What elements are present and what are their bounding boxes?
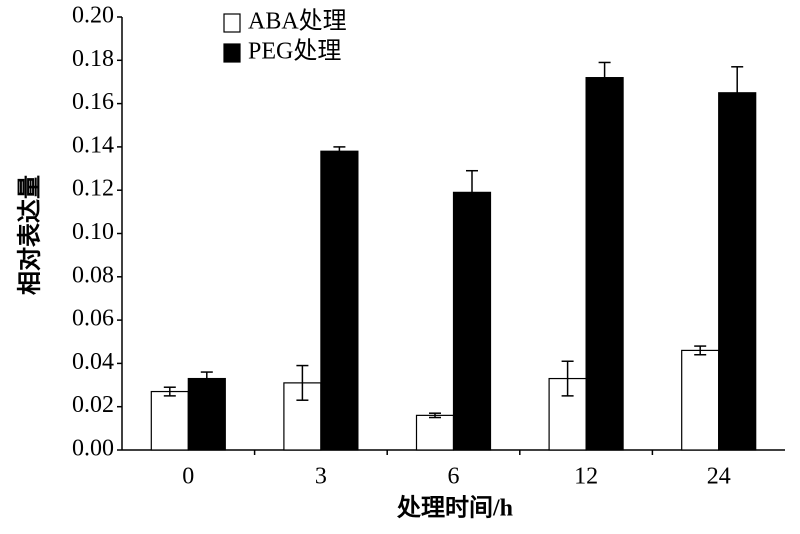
- y-tick-label: 0.06: [72, 306, 114, 332]
- error-bar: [561, 360, 574, 397]
- bar: [187, 377, 226, 451]
- error-bar: [466, 169, 478, 215]
- legend-swatch: [223, 13, 241, 33]
- x-tick-label: 3: [315, 464, 327, 490]
- y-tick-label: 0.12: [72, 176, 114, 202]
- y-tick-label: 0.08: [72, 262, 114, 288]
- y-tick-label: 0.18: [72, 46, 114, 72]
- y-tick-label: 0.14: [72, 132, 114, 158]
- bar: [320, 150, 359, 451]
- x-tick-label: 24: [707, 464, 731, 490]
- y-axis-label: 相对表达量: [17, 175, 44, 295]
- bar: [452, 191, 492, 451]
- error-bar: [333, 146, 346, 157]
- y-tick-label: 0.00: [72, 436, 114, 462]
- bar: [415, 414, 455, 451]
- bar: [585, 77, 624, 451]
- bar: [718, 92, 757, 451]
- error-bar: [694, 345, 707, 356]
- x-tick-label: 0: [182, 464, 194, 490]
- x-axis-label: 处理时间/h: [396, 495, 513, 522]
- legend-label: PEG处理: [248, 38, 341, 65]
- y-tick-label: 0.20: [72, 3, 114, 29]
- legend-swatch: [223, 43, 241, 63]
- error-bar: [429, 412, 441, 419]
- error-bar: [731, 66, 744, 120]
- x-tick-label: 6: [448, 464, 460, 490]
- y-tick-label: 0.16: [72, 89, 114, 115]
- y-tick-label: 0.02: [72, 392, 114, 418]
- error-bar: [296, 364, 309, 401]
- y-tick-label: 0.10: [72, 219, 114, 245]
- error-bar: [163, 386, 176, 397]
- legend-label: ABA处理: [248, 8, 347, 35]
- bar: [150, 390, 189, 451]
- y-tick-label: 0.04: [72, 349, 114, 375]
- bar: [681, 349, 720, 451]
- error-bar: [598, 61, 611, 94]
- error-bar: [200, 371, 213, 386]
- x-tick-label: 12: [574, 464, 598, 490]
